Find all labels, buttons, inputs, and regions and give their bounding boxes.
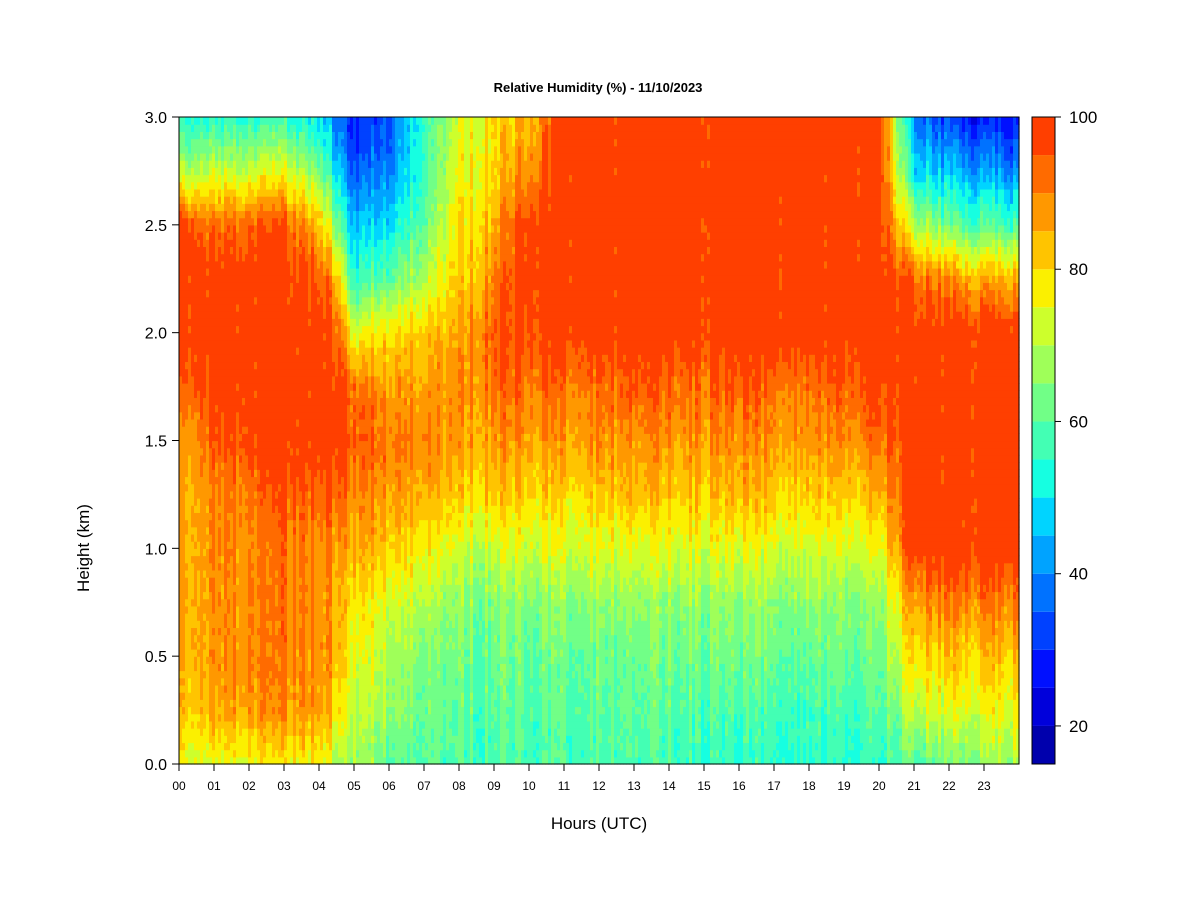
plot-area: [179, 117, 1020, 765]
chart-title: Relative Humidity (%) - 11/10/2023: [494, 80, 703, 95]
